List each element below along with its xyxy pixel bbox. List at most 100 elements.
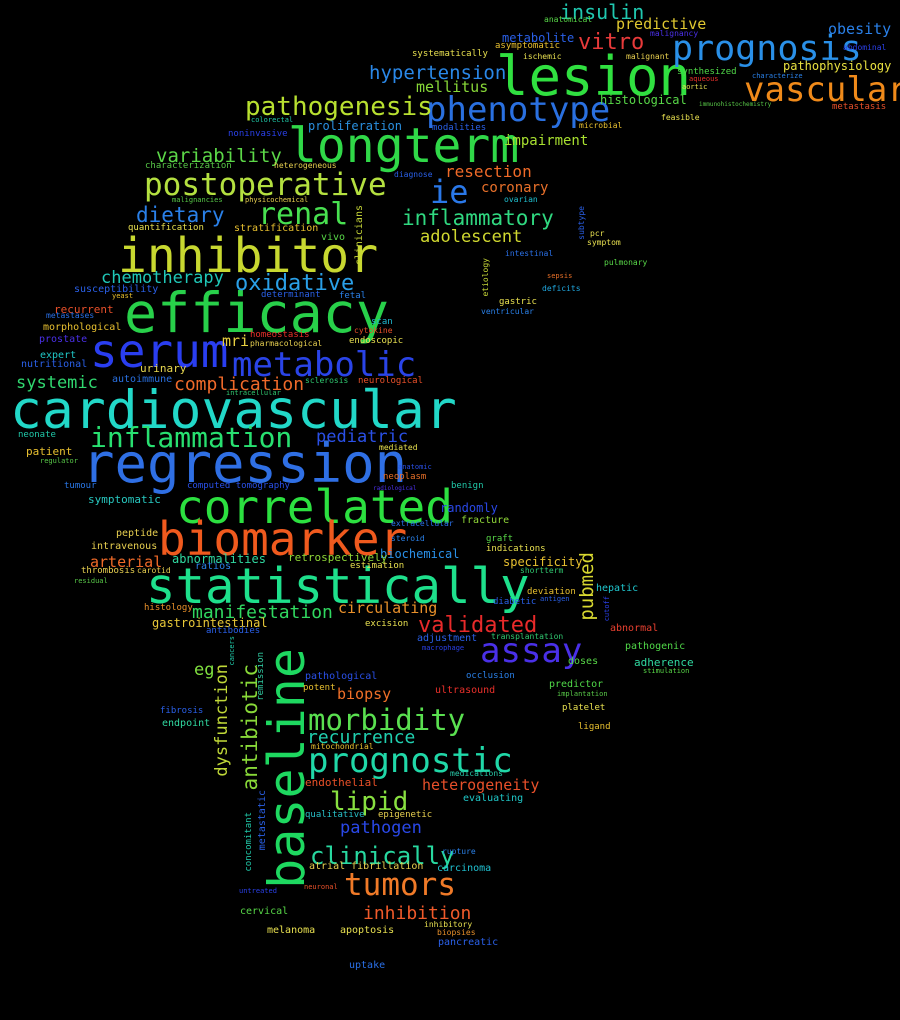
word-malignancies: malignancies (172, 196, 223, 204)
word-pcr: pcr (590, 229, 605, 238)
word-urinary: urinary (140, 362, 187, 375)
word-gastrointestinal: gastrointestinal (152, 616, 268, 630)
word-steroid: steroid (391, 534, 425, 543)
word-dysfunction: dysfunction (212, 664, 232, 777)
word-sclerosis: sclerosis (305, 376, 349, 385)
word-characterization: characterization (145, 161, 232, 171)
word-modalities: modalities (432, 123, 487, 133)
word-cutoff: cutoff (603, 596, 611, 622)
word-ie: ie (430, 173, 469, 211)
word-mri: mri (222, 332, 250, 350)
word-symptomatic: symptomatic (88, 493, 161, 506)
word-ovarian: ovarian (504, 195, 538, 204)
word-serum: serum (90, 324, 229, 378)
word-biopsies: biopsies (437, 928, 476, 937)
word-expert: expert (40, 350, 77, 361)
word-extracellular: extracellular (391, 519, 454, 528)
word-ventricular: ventricular (481, 307, 534, 316)
word-medications: medications (450, 769, 503, 778)
word-stimulation: stimulation (643, 667, 690, 675)
word-peptide: peptide (116, 528, 159, 539)
word-inhibition: inhibition (363, 903, 472, 924)
word-fracture: fracture (461, 515, 510, 526)
word-pathological: pathological (305, 671, 378, 682)
word-regression: regression (82, 432, 408, 495)
word-metabolic: metabolic (232, 345, 417, 385)
word-renal: renal (258, 197, 349, 232)
word-manifestation: manifestation (192, 602, 333, 623)
word-carotid: carotid (137, 566, 171, 575)
word-coronary: coronary (481, 180, 549, 196)
word-uptake: uptake (349, 960, 386, 971)
word-prognosis: prognosis (672, 29, 862, 69)
word-abdominal: abdominal (843, 43, 887, 52)
word-histology: histology (144, 603, 193, 613)
word-carcinoma: carcinoma (437, 863, 492, 874)
word-pancreatic: pancreatic (438, 937, 499, 948)
word-diagnose: diagnose (394, 170, 433, 179)
word-ratios: ratios (195, 561, 232, 572)
word-antibodies: antibodies (206, 626, 261, 636)
word-intravenous: intravenous (91, 541, 158, 552)
word-systematically: systematically (412, 49, 488, 59)
word-inhibitor: inhibitor (118, 228, 379, 284)
word-anatomic: anatomic (398, 463, 432, 471)
word-radiological: radiological (373, 485, 417, 492)
word-mellitus: mellitus (416, 78, 489, 96)
word-vitro: vitro (578, 30, 645, 55)
word-vivo: vivo (321, 232, 346, 243)
word-deficits: deficits (542, 284, 581, 293)
word-anatomical: anatomical (544, 15, 593, 24)
word-mitochondrial: mitochondrial (311, 742, 374, 751)
word-metastasis: metastasis (832, 102, 887, 112)
word-mediated: mediated (379, 443, 418, 452)
word-lesion: lesion (496, 45, 692, 108)
word-evaluating: evaluating (463, 793, 524, 804)
word-pathogenesis: pathogenesis (245, 92, 433, 122)
word-clinically: clinically (310, 842, 455, 870)
word-histological: histological (600, 93, 687, 107)
word-clinicians: clinicians (354, 205, 365, 266)
word-morphological: morphological (43, 322, 122, 333)
word-ligand: ligand (578, 722, 611, 732)
word-longterm: longterm (288, 118, 520, 174)
word-cancers: cancers (228, 636, 236, 666)
word-malignancy: malignancy (650, 29, 699, 38)
word-prognostic: prognostic (308, 741, 513, 781)
word-validated: validated (418, 613, 538, 638)
word-complication: complication (174, 374, 305, 395)
word-autoimmune: autoimmune (112, 374, 173, 385)
word-vascular: vascular (744, 70, 900, 110)
word-neonate: neonate (18, 430, 56, 440)
word-endothelial: endothelial (305, 776, 378, 789)
word-endoscopic: endoscopic (349, 336, 404, 346)
word-concomitant: concomitant (244, 812, 254, 872)
word-stratification: stratification (234, 223, 319, 234)
word-atrial-fibrillation: atrial fibrillation (309, 861, 424, 872)
word-adjustment: adjustment (417, 633, 478, 644)
word-chemotherapy: chemotherapy (101, 268, 224, 288)
word-tumour: tumour (64, 481, 97, 491)
word-assay: assay (480, 631, 583, 671)
word-determinant: determinant (261, 290, 321, 300)
word-macrophage: macrophage (422, 644, 465, 652)
word-characterize: characterize (752, 72, 803, 80)
word-doses: doses (568, 656, 599, 667)
word-synthesized: synthesized (677, 67, 737, 77)
word-resection: resection (445, 162, 532, 181)
word-computed-tomography: computed tomography (187, 481, 290, 491)
word-biochemical: biochemical (380, 547, 460, 561)
word-recurrence: recurrence (307, 727, 416, 748)
word-intracellular: intracellular (226, 389, 281, 397)
word-benign: benign (451, 481, 484, 491)
word-pathogenic: pathogenic (625, 641, 686, 652)
word-morbidity: morbidity (308, 703, 466, 737)
word-efficacy: efficacy (124, 281, 389, 345)
word-impairment: impairment (504, 133, 589, 149)
word-adolescent: adolescent (420, 227, 523, 247)
word-insulin: insulin (560, 0, 645, 24)
word-residual: residual (74, 577, 108, 585)
word-regulator: regulator (40, 457, 78, 465)
word-microbial: microbial (579, 121, 623, 130)
word-dietary: dietary (136, 203, 225, 227)
